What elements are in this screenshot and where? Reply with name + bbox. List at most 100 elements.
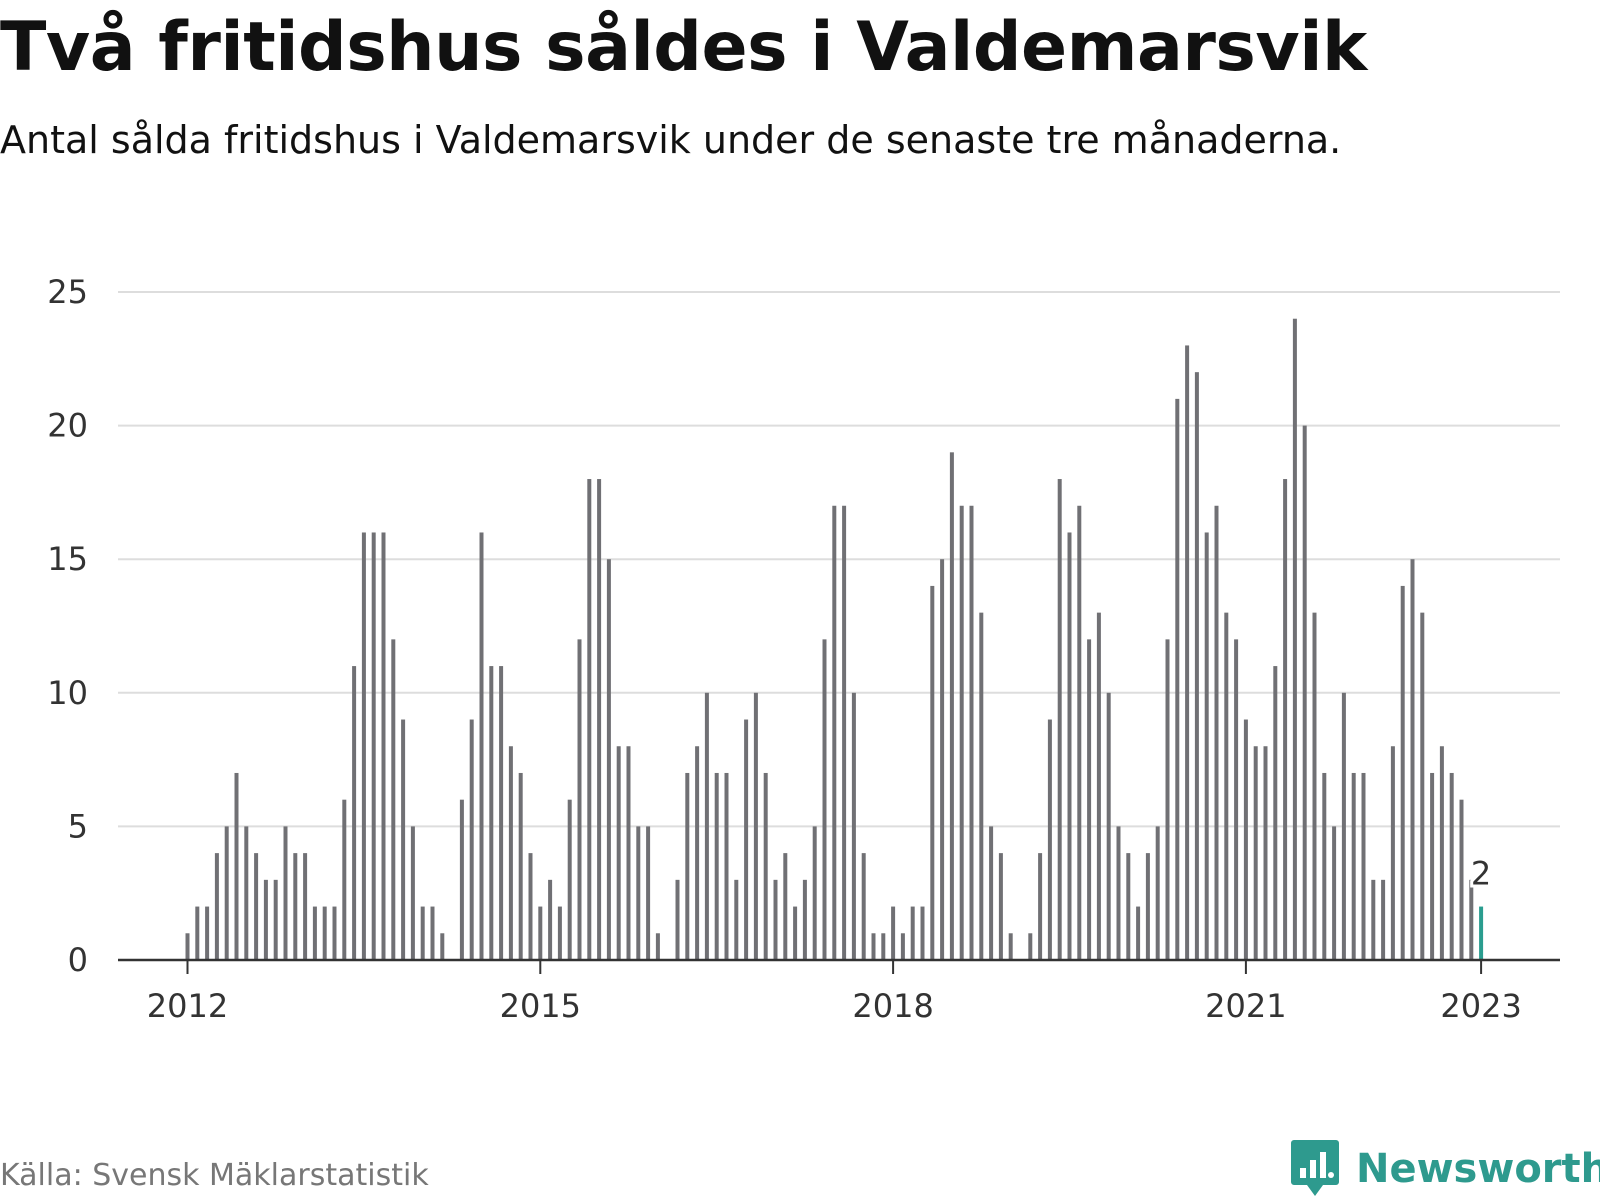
bar [538,906,543,960]
bar [244,826,249,960]
bar [969,505,974,960]
bar [214,853,219,960]
bar [254,853,259,960]
bar [704,692,709,960]
bar [342,799,347,960]
bar [283,826,288,960]
x-axis-labels: 2012 2015 2018 2021 2023 [147,987,1522,1025]
bar [548,879,553,960]
bar [940,559,945,960]
bar [1283,479,1288,960]
bar [1057,479,1062,960]
y-axis-labels: 0 5 10 15 20 25 [47,273,88,979]
bar [303,853,308,960]
bar [1381,879,1386,960]
bar [685,772,690,960]
bar [1008,933,1013,960]
bar [861,853,866,960]
bar [949,452,954,960]
bar [989,826,994,960]
bar [1459,799,1464,960]
bar [1155,826,1160,960]
x-tick-label: 2023 [1440,987,1521,1025]
bar [420,906,425,960]
bar [224,826,229,960]
bar [979,612,984,960]
bar [773,879,778,960]
bar [479,532,484,960]
bar [675,879,680,960]
bar [1096,612,1101,960]
bar [626,746,631,960]
bar [1351,772,1356,960]
bar [910,906,915,960]
bar [802,879,807,960]
bar [557,906,562,960]
bar-highlight [1479,906,1484,960]
bar [577,639,582,960]
bar [714,772,719,960]
bar [1420,612,1425,960]
bar [1253,746,1258,960]
bar [1214,505,1219,960]
bar [1400,585,1405,960]
bar [587,479,592,960]
bar [753,692,758,960]
chart-title: Två fritidshus såldes i Valdemarsvik [0,8,1367,87]
bar [1292,318,1297,961]
x-axis [118,958,1560,974]
bar [832,505,837,960]
bar [1273,666,1278,960]
x-tick-label: 2018 [852,987,933,1025]
bar [646,826,651,960]
bar [1028,933,1033,960]
bar [263,879,268,960]
bar [812,826,817,960]
bar [959,505,964,960]
y-tick-label: 10 [47,674,88,712]
bar [1077,505,1082,960]
bar [793,906,798,960]
bar [508,746,513,960]
bar [1263,746,1268,960]
bar [1322,772,1327,960]
bar [1361,772,1366,960]
bar [459,799,464,960]
brand-logo[interactable]: Newsworthy [1290,1138,1600,1200]
y-tick-label: 15 [47,540,88,578]
bar [1312,612,1317,960]
bar [1126,853,1131,960]
bar [410,826,415,960]
bar [1224,612,1229,960]
bar [597,479,602,960]
bar [998,853,1003,960]
bar [371,532,376,960]
bar [1194,372,1199,960]
bar [616,746,621,960]
highlight-value-label: 2 [1471,855,1491,893]
bar [744,719,749,960]
bar [273,879,278,960]
bar [763,772,768,960]
bar [1038,853,1043,960]
bar [469,719,474,960]
x-tick-label: 2021 [1205,987,1286,1025]
bar [1204,532,1209,960]
source-note: Källa: Svensk Mäklarstatistik [0,1158,429,1193]
bar-chart: 0 5 10 15 20 25 2012 2015 2018 2021 2023 2 [47,273,1560,1025]
bar [1410,559,1415,960]
y-tick-label: 5 [68,807,88,845]
bar [567,799,572,960]
bars [185,318,1484,961]
bar [1087,639,1092,960]
bar [489,666,494,960]
bar [822,639,827,960]
bar [851,692,856,960]
bar [1371,879,1376,960]
bar [352,666,357,960]
bar [1439,746,1444,960]
bar [401,719,406,960]
bar [655,933,660,960]
bar [499,666,504,960]
brand-name: Newsworthy [1356,1146,1600,1192]
